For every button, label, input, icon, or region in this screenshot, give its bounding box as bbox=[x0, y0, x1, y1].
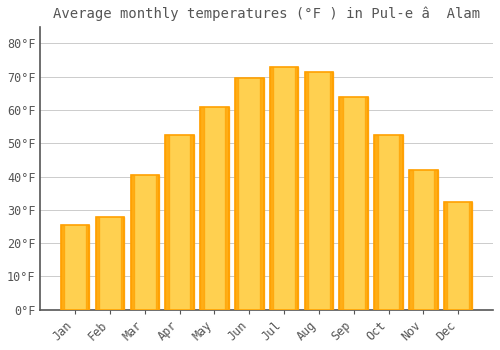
Bar bbox=[434, 170, 438, 310]
Bar bbox=[340, 97, 343, 310]
Bar bbox=[304, 72, 333, 310]
Bar bbox=[226, 107, 228, 310]
Bar bbox=[444, 202, 472, 310]
Bar bbox=[374, 135, 378, 310]
Bar bbox=[235, 78, 264, 310]
Bar bbox=[400, 135, 403, 310]
Bar bbox=[444, 202, 448, 310]
Bar bbox=[235, 78, 238, 310]
Bar bbox=[130, 175, 159, 310]
Bar bbox=[86, 225, 90, 310]
Bar bbox=[166, 135, 169, 310]
Bar bbox=[374, 135, 403, 310]
Bar bbox=[340, 97, 368, 310]
Bar bbox=[270, 67, 273, 310]
Bar bbox=[270, 67, 298, 310]
Bar bbox=[96, 217, 99, 310]
Bar bbox=[96, 217, 124, 310]
Bar bbox=[304, 72, 308, 310]
Bar bbox=[469, 202, 472, 310]
Bar bbox=[166, 135, 194, 310]
Bar bbox=[61, 225, 90, 310]
Bar bbox=[156, 175, 159, 310]
Bar bbox=[61, 225, 64, 310]
Bar bbox=[364, 97, 368, 310]
Bar bbox=[130, 175, 134, 310]
Bar bbox=[190, 135, 194, 310]
Bar bbox=[200, 107, 228, 310]
Bar bbox=[295, 67, 298, 310]
Bar bbox=[409, 170, 412, 310]
Bar bbox=[121, 217, 124, 310]
Bar bbox=[409, 170, 438, 310]
Title: Average monthly temperatures (°F ) in Pul-e â  Alam: Average monthly temperatures (°F ) in Pu… bbox=[53, 7, 480, 21]
Bar bbox=[330, 72, 333, 310]
Bar bbox=[260, 78, 264, 310]
Bar bbox=[200, 107, 203, 310]
